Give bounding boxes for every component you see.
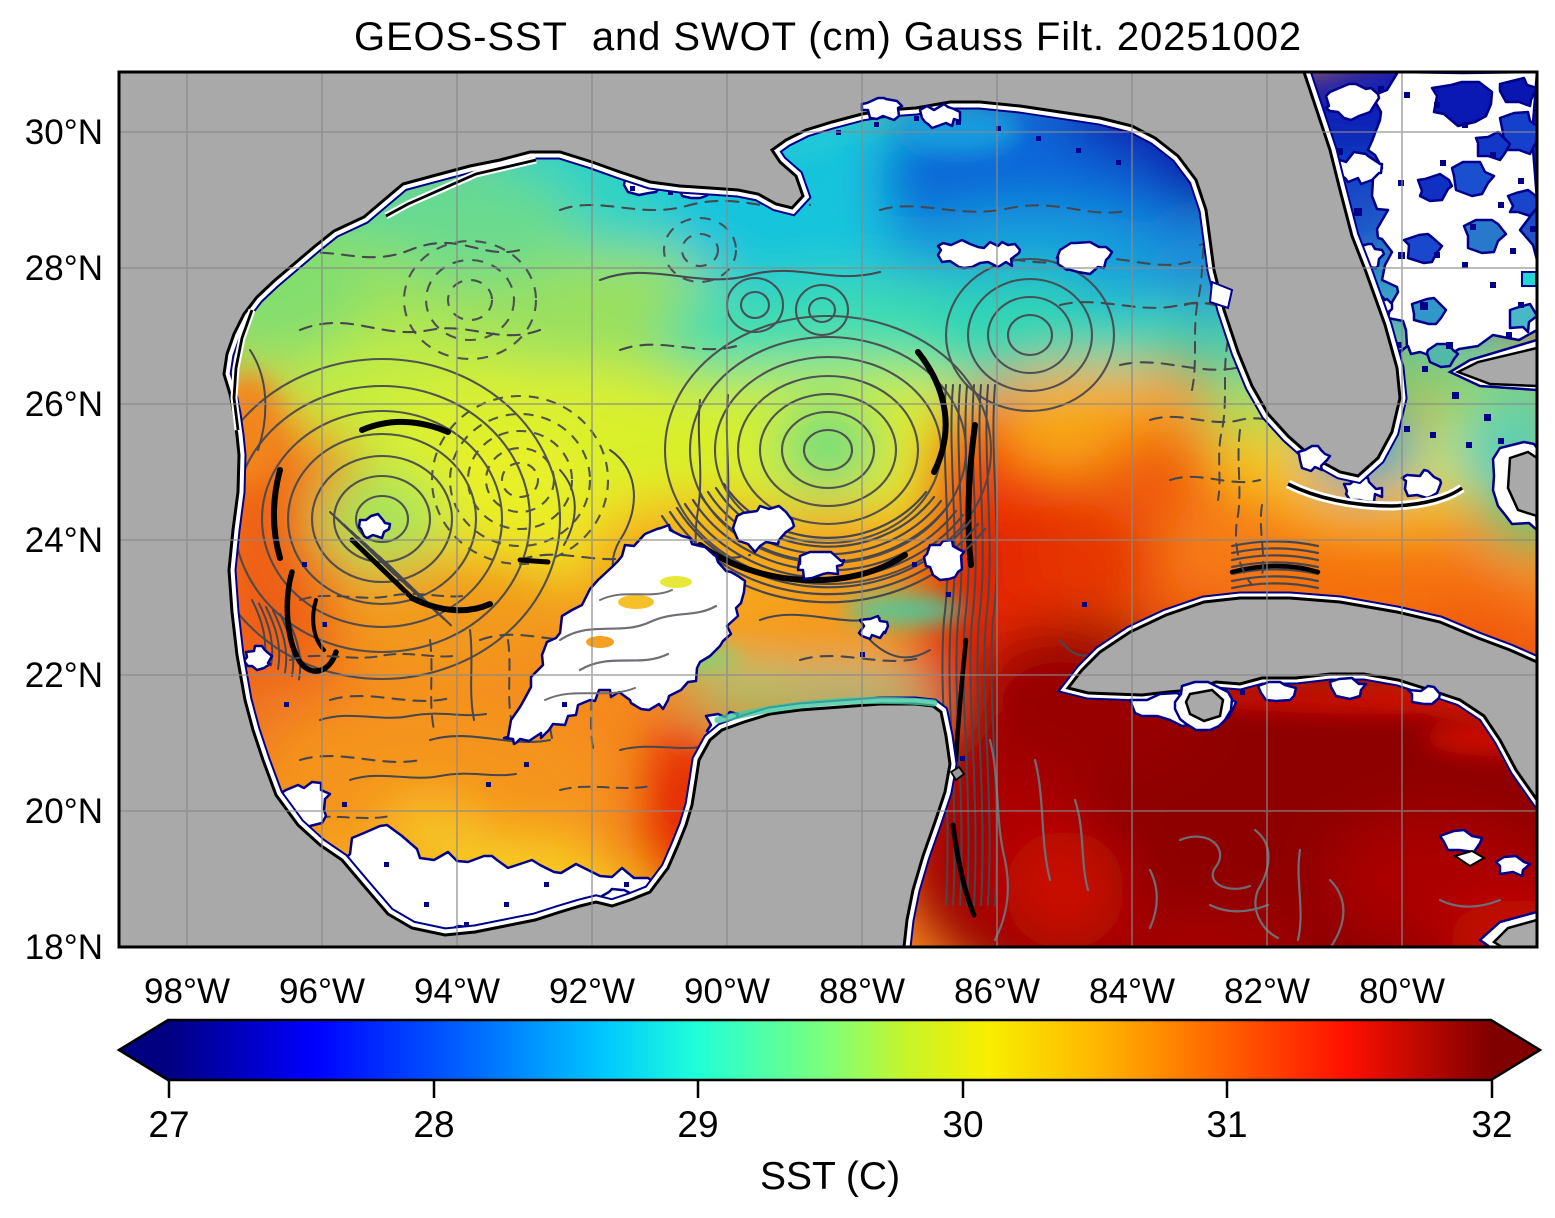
svg-text:96°W: 96°W bbox=[279, 972, 365, 1011]
svg-text:31: 31 bbox=[1206, 1104, 1247, 1145]
svg-text:98°W: 98°W bbox=[144, 972, 230, 1011]
svg-text:80°W: 80°W bbox=[1359, 972, 1445, 1011]
svg-text:20°N: 20°N bbox=[25, 792, 103, 831]
svg-text:88°W: 88°W bbox=[819, 972, 905, 1011]
svg-text:29: 29 bbox=[677, 1104, 718, 1145]
svg-text:GEOS-SST and SWOT (cm) Gauss: GEOS-SST and SWOT (cm) Gauss Filt. 20251… bbox=[354, 15, 1302, 59]
svg-text:86°W: 86°W bbox=[954, 972, 1040, 1011]
svg-text:22°N: 22°N bbox=[25, 656, 103, 695]
svg-text:84°W: 84°W bbox=[1089, 972, 1175, 1011]
svg-text:30°N: 30°N bbox=[25, 113, 103, 152]
svg-text:92°W: 92°W bbox=[549, 972, 635, 1011]
svg-text:SST (C): SST (C) bbox=[760, 1155, 900, 1198]
svg-text:28: 28 bbox=[413, 1104, 454, 1145]
svg-text:26°N: 26°N bbox=[25, 385, 103, 424]
svg-text:28°N: 28°N bbox=[25, 249, 103, 288]
svg-text:27: 27 bbox=[148, 1104, 189, 1145]
svg-text:30: 30 bbox=[942, 1104, 983, 1145]
svg-text:24°N: 24°N bbox=[25, 521, 103, 560]
svg-text:32: 32 bbox=[1471, 1104, 1512, 1145]
svg-text:94°W: 94°W bbox=[414, 972, 500, 1011]
svg-text:90°W: 90°W bbox=[684, 972, 770, 1011]
svg-text:18°N: 18°N bbox=[25, 928, 103, 967]
svg-text:82°W: 82°W bbox=[1224, 972, 1310, 1011]
